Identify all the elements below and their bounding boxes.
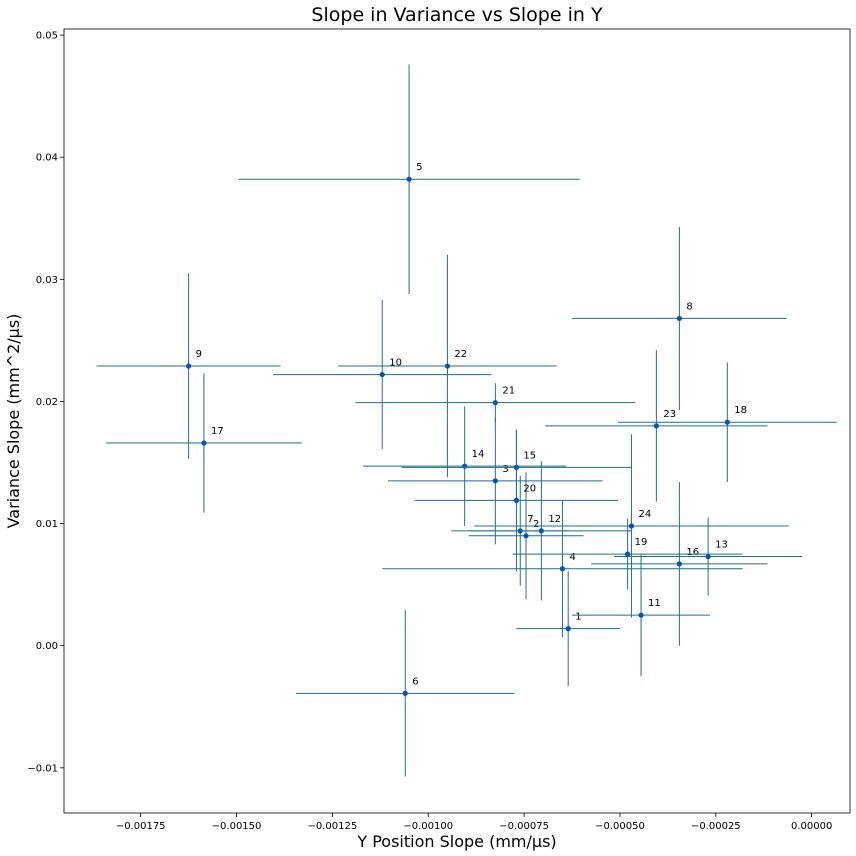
data-point-marker [676, 315, 682, 322]
data-point-14: 14 [363, 406, 567, 527]
data-point-label: 15 [523, 450, 536, 461]
data-point-marker [625, 551, 631, 557]
data-point-marker [724, 419, 730, 425]
x-tick-label: −0.00150 [212, 821, 262, 832]
data-point-19: 19 [512, 518, 743, 590]
y-axis-title: Variance Slope (mm^2/µs) [4, 314, 23, 529]
data-point-marker [406, 176, 412, 182]
data-point-label: 23 [663, 409, 676, 420]
data-point-marker [402, 690, 408, 696]
x-tick-label: −0.00125 [308, 821, 358, 832]
data-point-1: 1 [516, 571, 620, 686]
data-point-label: 6 [412, 676, 418, 687]
data-point-label: 2 [533, 519, 539, 530]
data-point-marker [565, 626, 571, 632]
data-point-3: 3 [387, 417, 603, 545]
data-point-2: 2 [468, 472, 584, 600]
data-point-label: 13 [715, 540, 728, 551]
data-point-label: 9 [196, 349, 202, 360]
data-point-4: 4 [382, 500, 743, 638]
data-point-24: 24 [474, 434, 789, 618]
data-point-marker [538, 528, 544, 534]
data-point-marker [628, 523, 635, 529]
data-point-marker [523, 533, 529, 539]
data-point-5: 5 [238, 64, 580, 294]
data-point-label: 11 [648, 598, 661, 609]
data-point-label: 12 [548, 514, 561, 525]
data-point-label: 10 [389, 358, 402, 369]
data-point-label: 1 [575, 612, 581, 623]
data-point-20: 20 [414, 429, 619, 572]
data-point-label: 18 [734, 405, 747, 416]
chart-title: Slope in Variance vs Slope in Y [311, 4, 603, 26]
y-tick-label: 0.05 [36, 31, 58, 42]
data-point-marker [379, 371, 385, 378]
y-tick-label: 0.03 [36, 275, 58, 286]
data-point-label: 7 [527, 514, 533, 525]
data-point-marker [492, 478, 498, 484]
data-point-22: 22 [338, 254, 557, 478]
data-point-label: 21 [502, 386, 515, 397]
x-tick-label: −0.00050 [595, 821, 645, 832]
y-tick-label: 0.04 [36, 153, 58, 164]
x-axis: −0.00175 −0.00150 −0.00125 −0.00100 −0.00075… [116, 813, 832, 832]
data-point-marker [705, 553, 711, 560]
x-tick-label: 0.00000 [791, 821, 832, 832]
x-tick-label: −0.00025 [691, 821, 741, 832]
data-point-label: 19 [635, 537, 648, 548]
data-point-label: 3 [502, 464, 508, 475]
x-axis-title: Y Position Slope (mm/µs) [356, 832, 556, 851]
y-tick-label: 0.01 [36, 519, 58, 530]
data-point-6: 6 [295, 610, 515, 777]
data-point-label: 8 [686, 301, 692, 312]
data-point-11: 11 [572, 554, 711, 677]
y-tick-label: −0.01 [27, 763, 58, 774]
y-axis: −0.01 0.00 0.01 0.02 0.03 0.04 0.05 [27, 31, 64, 774]
data-point-marker [559, 566, 566, 572]
data-point-marker [492, 400, 498, 406]
data-point-18: 18 [618, 362, 837, 483]
data-point-label: 4 [569, 552, 575, 563]
data-point-17: 17 [106, 373, 302, 513]
data-point-marker [201, 440, 207, 446]
data-point-21: 21 [355, 383, 636, 423]
data-point-label: 5 [416, 162, 422, 173]
data-point-marker [186, 363, 192, 369]
data-point-23: 23 [545, 350, 768, 502]
data-point-marker [513, 497, 520, 503]
x-tick-label: −0.00100 [403, 821, 453, 832]
data-point-marker [676, 561, 682, 567]
data-point-9: 9 [96, 273, 281, 459]
data-point-label: 20 [523, 483, 536, 494]
data-point-12: 12 [451, 461, 632, 601]
data-point-8: 8 [572, 226, 787, 411]
data-point-label: 17 [211, 426, 224, 437]
x-tick-label: −0.00175 [116, 821, 166, 832]
data-point-label: 22 [454, 349, 467, 360]
y-tick-label: 0.00 [36, 641, 58, 652]
data-point-marker [638, 612, 644, 618]
plot-frame [63, 28, 851, 814]
x-tick-label: −0.00075 [499, 821, 549, 832]
data-point-marker [462, 463, 468, 469]
data-point-label: 14 [472, 449, 485, 460]
data-point-13: 13 [614, 517, 803, 596]
data-point-16: 16 [591, 482, 768, 646]
data-point-marker [653, 423, 659, 429]
data-point-marker [444, 363, 451, 369]
data-point-label: 16 [686, 547, 699, 558]
data-point-10: 10 [272, 300, 492, 450]
y-tick-label: 0.02 [36, 397, 58, 408]
data-point-label: 24 [638, 509, 651, 520]
